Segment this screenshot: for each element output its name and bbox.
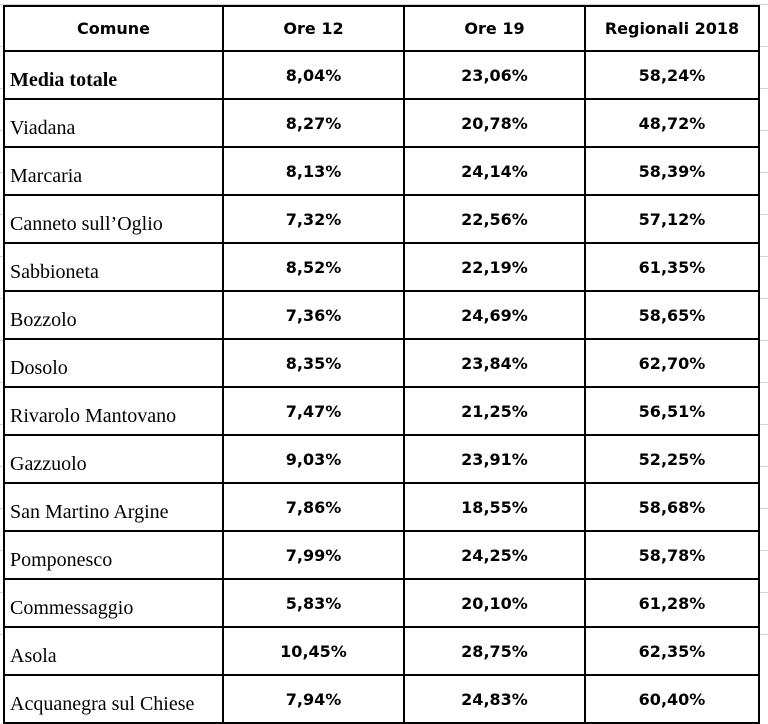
- cell-regionali2018: 52,25%: [584, 434, 760, 484]
- cell-comune: Commessaggio: [3, 578, 224, 628]
- cell-ore12: 8,35%: [222, 338, 405, 388]
- cell-ore19: 22,19%: [403, 242, 586, 292]
- cell-ore12: 8,27%: [222, 98, 405, 148]
- cell-ore12: 8,52%: [222, 242, 405, 292]
- header-regionali-2018: Regionali 2018: [584, 5, 760, 52]
- cell-ore12: 7,99%: [222, 530, 405, 580]
- cell-ore19: 24,69%: [403, 290, 586, 340]
- table-row: Bozzolo 7,36% 24,69% 58,65%: [3, 290, 760, 340]
- cell-regionali2018: 61,28%: [584, 578, 760, 628]
- cell-regionali2018: 56,51%: [584, 386, 760, 436]
- cell-ore19: 23,06%: [403, 50, 586, 100]
- cell-comune: Sabbioneta: [3, 242, 224, 292]
- header-ore-12: Ore 12: [222, 5, 405, 52]
- cell-ore12: 9,03%: [222, 434, 405, 484]
- cell-comune: Acquanegra sul Chiese: [3, 674, 224, 724]
- cell-regionali2018: 60,40%: [584, 674, 760, 724]
- cell-regionali2018: 58,68%: [584, 482, 760, 532]
- cell-comune: Gazzuolo: [3, 434, 224, 484]
- cell-ore19: 20,10%: [403, 578, 586, 628]
- cell-comune: Marcaria: [3, 146, 224, 196]
- table-row: Rivarolo Mantovano 7,47% 21,25% 56,51%: [3, 386, 760, 436]
- cell-ore19: 24,14%: [403, 146, 586, 196]
- cell-ore12: 7,36%: [222, 290, 405, 340]
- cell-ore19: 21,25%: [403, 386, 586, 436]
- table-row: Asola 10,45% 28,75% 62,35%: [3, 626, 760, 676]
- cell-ore12: 7,94%: [222, 674, 405, 724]
- cell-ore19: 18,55%: [403, 482, 586, 532]
- cell-regionali2018: 48,72%: [584, 98, 760, 148]
- cell-ore19: 24,83%: [403, 674, 586, 724]
- table-row: Canneto sull’Oglio 7,32% 22,56% 57,12%: [3, 194, 760, 244]
- cell-comune: San Martino Argine: [3, 482, 224, 532]
- cell-comune: Viadana: [3, 98, 224, 148]
- table-row: Pomponesco 7,99% 24,25% 58,78%: [3, 530, 760, 580]
- table-row: San Martino Argine 7,86% 18,55% 58,68%: [3, 482, 760, 532]
- table-row: Acquanegra sul Chiese 7,94% 24,83% 60,40%: [3, 674, 760, 724]
- cell-ore12: 8,04%: [222, 50, 405, 100]
- cell-ore12: 8,13%: [222, 146, 405, 196]
- cell-regionali2018: 61,35%: [584, 242, 760, 292]
- cell-comune: Bozzolo: [3, 290, 224, 340]
- cell-ore12: 5,83%: [222, 578, 405, 628]
- cell-ore19: 20,78%: [403, 98, 586, 148]
- header-comune: Comune: [3, 5, 224, 52]
- cell-comune: Asola: [3, 626, 224, 676]
- cell-ore12: 10,45%: [222, 626, 405, 676]
- cell-regionali2018: 58,39%: [584, 146, 760, 196]
- cell-regionali2018: 58,78%: [584, 530, 760, 580]
- header-row: Comune Ore 12 Ore 19 Regionali 2018: [3, 5, 760, 52]
- cell-ore12: 7,86%: [222, 482, 405, 532]
- cell-comune: Rivarolo Mantovano: [3, 386, 224, 436]
- table-row: Viadana 8,27% 20,78% 48,72%: [3, 98, 760, 148]
- total-row: Media totale 8,04% 23,06% 58,24%: [3, 50, 760, 100]
- cell-comune: Pomponesco: [3, 530, 224, 580]
- table-row: Marcaria 8,13% 24,14% 58,39%: [3, 146, 760, 196]
- cell-regionali2018: 57,12%: [584, 194, 760, 244]
- header-ore-19: Ore 19: [403, 5, 586, 52]
- cell-ore12: 7,32%: [222, 194, 405, 244]
- cell-comune: Canneto sull’Oglio: [3, 194, 224, 244]
- table-row: Commessaggio 5,83% 20,10% 61,28%: [3, 578, 760, 628]
- table-row: Gazzuolo 9,03% 23,91% 52,25%: [3, 434, 760, 484]
- cell-ore19: 28,75%: [403, 626, 586, 676]
- turnout-table: Comune Ore 12 Ore 19 Regionali 2018 Medi…: [3, 5, 760, 724]
- cell-ore19: 23,84%: [403, 338, 586, 388]
- cell-ore19: 22,56%: [403, 194, 586, 244]
- cell-regionali2018: 58,65%: [584, 290, 760, 340]
- cell-comune: Dosolo: [3, 338, 224, 388]
- cell-regionali2018: 62,70%: [584, 338, 760, 388]
- cell-comune: Media totale: [3, 50, 224, 100]
- cell-ore19: 24,25%: [403, 530, 586, 580]
- cell-ore12: 7,47%: [222, 386, 405, 436]
- table-row: Dosolo 8,35% 23,84% 62,70%: [3, 338, 760, 388]
- cell-regionali2018: 62,35%: [584, 626, 760, 676]
- cell-ore19: 23,91%: [403, 434, 586, 484]
- cell-regionali2018: 58,24%: [584, 50, 760, 100]
- table-row: Sabbioneta 8,52% 22,19% 61,35%: [3, 242, 760, 292]
